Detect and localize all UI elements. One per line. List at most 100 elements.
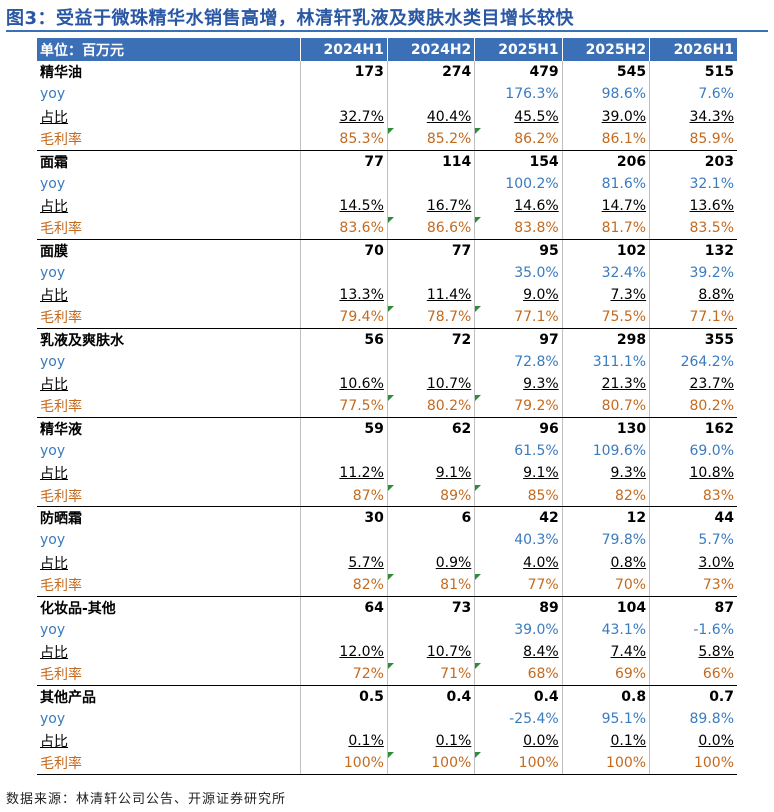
share-value: 7.4% xyxy=(610,643,647,660)
margin-value: 83% xyxy=(702,487,734,504)
margin-value: 66% xyxy=(702,665,734,682)
yoy-cell: 32.4% xyxy=(561,261,650,284)
margin-value: 78.7% xyxy=(426,309,472,326)
revenue-cell: 154 xyxy=(474,150,563,173)
title-bar: 图3：受益于微珠精华水销售高增，林清轩乳液及爽肤水类目增长较快 xyxy=(6,2,768,32)
yoy-value: 39.0% xyxy=(514,621,559,638)
revenue-cell: 114 xyxy=(386,150,475,173)
label-cell: 毛利率 xyxy=(37,395,301,419)
revenue-value: 132 xyxy=(704,242,734,259)
yoy-cell: 95.1% xyxy=(561,707,650,730)
row-label-yoy: yoy xyxy=(40,443,66,460)
comment-flag-icon xyxy=(475,217,482,224)
share-cell: 0.1% xyxy=(299,729,388,753)
share-cell: 4.0% xyxy=(474,551,563,574)
yoy-cell xyxy=(299,440,388,463)
revenue-cell: 77 xyxy=(386,239,475,262)
table-row-yoy: yoy 40.3% 79.8% 5.7% xyxy=(37,529,737,552)
share-cell: 11.4% xyxy=(386,283,475,307)
share-cell: 16.7% xyxy=(386,194,475,218)
share-value: 10.7% xyxy=(426,643,472,660)
revenue-value: 95 xyxy=(539,242,559,259)
label-cell: 其他产品 xyxy=(37,685,300,707)
label-cell: yoy xyxy=(37,262,300,284)
yoy-cell xyxy=(299,83,388,106)
share-value: 7.3% xyxy=(610,287,647,304)
row-label-share: 占比 xyxy=(40,555,68,572)
margin-cell: 71% xyxy=(386,663,475,686)
comment-flag-icon xyxy=(475,306,482,313)
margin-cell: 79.4% xyxy=(299,306,388,330)
yoy-cell: 39.2% xyxy=(649,261,737,284)
revenue-value: 70 xyxy=(364,242,384,259)
comment-flag-icon xyxy=(387,127,394,134)
comment-flag-icon xyxy=(387,306,394,313)
share-cell: 8.4% xyxy=(474,640,563,664)
revenue-value: 154 xyxy=(529,153,559,170)
label-cell: yoy xyxy=(37,440,300,462)
label-cell: 化妆品-其他 xyxy=(37,596,300,618)
table-row-revenue: 乳液及爽肤水 56 72 97 298 355 xyxy=(37,328,737,351)
revenue-cell: 162 xyxy=(649,417,737,441)
revenue-value: 96 xyxy=(539,421,559,438)
label-cell: yoy xyxy=(37,172,300,194)
category-name: 面膜 xyxy=(40,243,68,260)
yoy-value: 35.0% xyxy=(514,264,559,281)
margin-cell: 79.2% xyxy=(474,395,563,419)
margin-value: 73% xyxy=(702,576,734,593)
table-row-revenue: 面霜 77 114 154 206 203 xyxy=(37,150,737,173)
label-cell: 占比 xyxy=(37,195,300,217)
comment-flag-icon xyxy=(475,127,482,134)
revenue-cell: 206 xyxy=(561,150,650,173)
share-cell: 14.5% xyxy=(299,194,388,218)
row-label-share: 占比 xyxy=(40,198,68,215)
revenue-value: 64 xyxy=(364,599,384,616)
label-cell: 占比 xyxy=(37,106,300,128)
revenue-cell: 298 xyxy=(561,328,650,351)
margin-cell: 69% xyxy=(561,663,650,686)
yoy-value: 100.2% xyxy=(505,175,559,192)
yoy-cell: 79.8% xyxy=(561,529,650,552)
yoy-cell: 7.6% xyxy=(649,83,737,106)
revenue-cell: 0.4 xyxy=(386,685,475,708)
yoy-value: 98.6% xyxy=(601,86,647,103)
share-value: 9.1% xyxy=(523,465,559,482)
margin-cell: 85% xyxy=(474,484,563,508)
share-cell: 12.0% xyxy=(299,640,388,664)
revenue-value: 114 xyxy=(442,153,472,170)
table-row-yoy: yoy 35.0% 32.4% 39.2% xyxy=(37,261,737,284)
revenue-cell: 44 xyxy=(649,506,737,530)
yoy-cell: -25.4% xyxy=(474,707,563,730)
margin-cell: 83.6% xyxy=(299,217,388,240)
category-name: 精华液 xyxy=(40,422,82,439)
figure-title: 图3：受益于微珠精华水销售高增，林清轩乳液及爽肤水类目增长较快 xyxy=(6,8,575,29)
margin-cell: 82% xyxy=(561,484,650,508)
yoy-value: 81.6% xyxy=(601,175,647,192)
yoy-cell: 72.8% xyxy=(474,350,563,374)
revenue-cell: 0.7 xyxy=(649,685,737,708)
table-row-revenue: 面膜 70 77 95 102 132 xyxy=(37,239,737,262)
yoy-value: 176.3% xyxy=(505,86,559,103)
revenue-value: 62 xyxy=(451,421,472,438)
revenue-value: 104 xyxy=(616,599,647,616)
share-cell: 0.0% xyxy=(649,729,737,753)
table-row-yoy: yoy -25.4% 95.1% 89.8% xyxy=(37,707,737,730)
period-header: 2024H1 xyxy=(299,38,388,61)
revenue-value: 0.7 xyxy=(709,688,734,705)
yoy-cell: 32.1% xyxy=(649,172,737,195)
revenue-cell: 96 xyxy=(474,417,563,441)
category-name: 防晒霜 xyxy=(40,511,82,528)
row-label-yoy: yoy xyxy=(40,175,66,192)
table-row-share: 占比 11.2% 9.1% 9.1% 9.3% 10.8% xyxy=(37,462,737,485)
revenue-value: 274 xyxy=(442,64,472,81)
yoy-value: -25.4% xyxy=(509,710,559,727)
table-row-revenue: 精华液 59 62 96 130 162 xyxy=(37,417,737,441)
revenue-value: 298 xyxy=(616,331,647,348)
margin-value: 72% xyxy=(352,665,384,682)
share-cell: 10.7% xyxy=(386,640,475,664)
comment-flag-icon xyxy=(387,217,394,224)
table-row-revenue: 精华油 173 274 479 545 515 xyxy=(37,61,737,84)
period-header: 2024H2 xyxy=(386,38,475,61)
label-cell: 占比 xyxy=(37,284,300,306)
yoy-cell xyxy=(386,172,475,195)
